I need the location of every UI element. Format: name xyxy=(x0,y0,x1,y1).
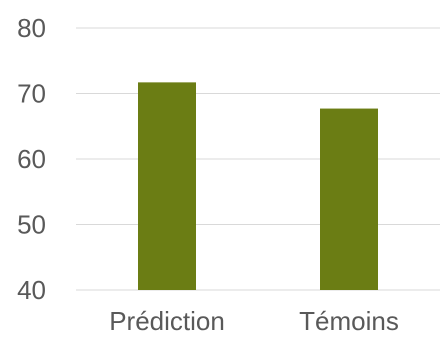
gridlines xyxy=(76,27,440,291)
y-tick-label: 70 xyxy=(17,79,46,109)
y-tick-label: 80 xyxy=(17,13,46,43)
y-tick-label: 40 xyxy=(17,275,46,305)
bar-prediction xyxy=(138,82,196,291)
y-tick-label: 50 xyxy=(17,210,46,240)
bar-temoins xyxy=(320,108,378,290)
bars xyxy=(138,82,378,291)
x-axis-labels: Prédiction Témoins xyxy=(109,306,399,336)
y-tick-label: 60 xyxy=(17,144,46,174)
x-category-label: Témoins xyxy=(299,306,399,336)
y-axis-ticks: 40 50 60 70 80 xyxy=(17,13,46,305)
x-category-label: Prédiction xyxy=(109,306,225,336)
